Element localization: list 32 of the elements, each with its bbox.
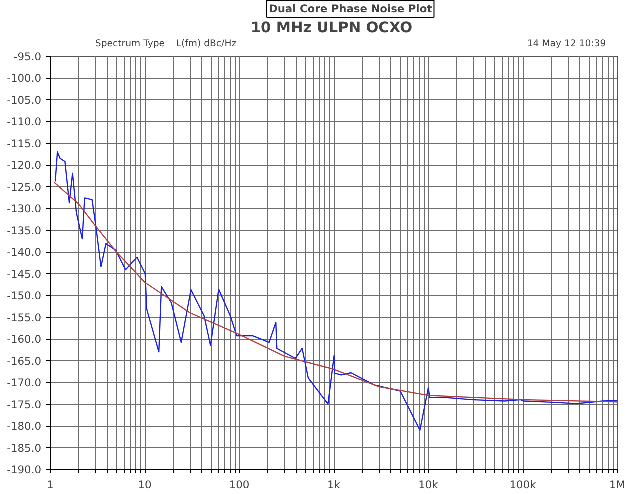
y-tick-label: -95.0 bbox=[14, 50, 42, 64]
chart-title: Dual Core Phase Noise Plot bbox=[269, 2, 432, 16]
y-tick-label: -125.0 bbox=[7, 180, 42, 194]
y-tick-label: -140.0 bbox=[7, 246, 42, 260]
text: 14 May 12 10:39 bbox=[527, 38, 606, 50]
x-tick-label: 1M bbox=[610, 478, 626, 492]
x-tick-label: 1k bbox=[328, 478, 342, 492]
y-tick-label: -120.0 bbox=[7, 159, 42, 172]
y-tick-label: -170.0 bbox=[7, 376, 42, 390]
y-tick-label: -150.0 bbox=[7, 290, 42, 303]
y-tick-label: -155.0 bbox=[7, 311, 42, 324]
y-tick-label: -160.0 bbox=[7, 333, 42, 346]
y-tick-label: -115.0 bbox=[7, 137, 42, 150]
y-tick-label: -105.0 bbox=[7, 94, 42, 107]
y-tick-label: -110.0 bbox=[7, 116, 42, 129]
x-tick-label: 100k bbox=[510, 478, 538, 492]
text: Spectrum Type bbox=[95, 38, 166, 50]
y-tick-label: -100.0 bbox=[7, 72, 42, 86]
y-tick-label: -165.0 bbox=[7, 354, 42, 368]
y-tick-label: -135.0 bbox=[7, 224, 42, 238]
y-tick-label: -145.0 bbox=[7, 268, 42, 281]
x-tick-label: 10k bbox=[418, 478, 440, 492]
y-tick-label: -175.0 bbox=[7, 398, 42, 412]
x-tick-label: 100 bbox=[229, 478, 250, 492]
x-tick-label: 1 bbox=[47, 478, 54, 492]
x-tick-label: 10 bbox=[138, 478, 152, 492]
y-tick-label: -130.0 bbox=[7, 202, 42, 216]
y-axis-title: L(fm) dBc/Hz bbox=[176, 38, 237, 50]
y-tick-label: -190.0 bbox=[7, 464, 42, 476]
chart-subtitle: 10 MHz ULPN OCXO bbox=[250, 20, 413, 36]
y-tick-label: -180.0 bbox=[7, 420, 42, 434]
y-tick-label: -185.0 bbox=[7, 442, 42, 455]
